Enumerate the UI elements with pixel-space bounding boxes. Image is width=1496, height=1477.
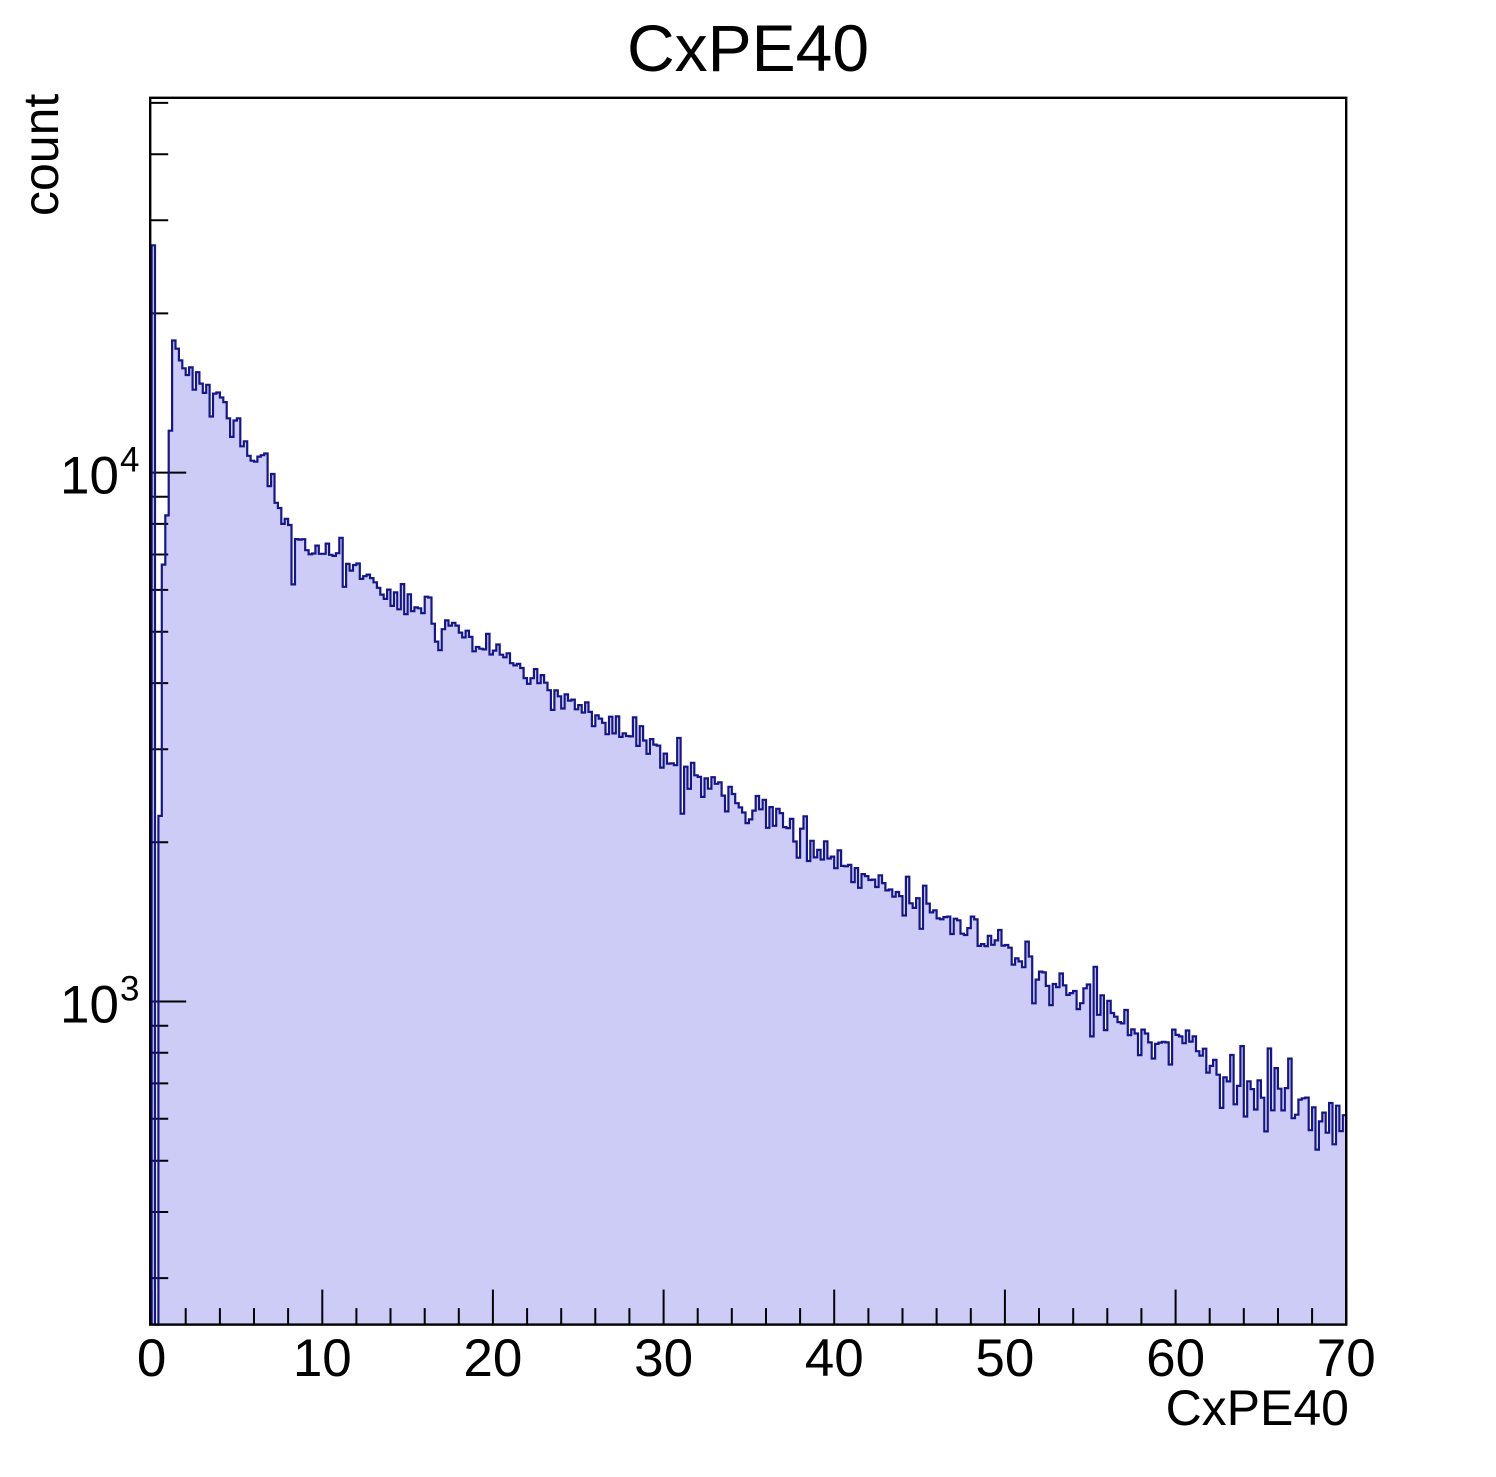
svg-text:count: count [13, 94, 69, 216]
svg-text:CxPE40: CxPE40 [1166, 1380, 1349, 1436]
svg-text:70: 70 [1317, 1329, 1376, 1388]
svg-text:50: 50 [975, 1329, 1034, 1388]
svg-text:4: 4 [120, 441, 139, 480]
svg-text:30: 30 [634, 1329, 693, 1388]
svg-text:10: 10 [60, 447, 119, 506]
svg-text:40: 40 [805, 1329, 864, 1388]
svg-text:CxPE40: CxPE40 [627, 11, 869, 85]
svg-text:0: 0 [137, 1329, 166, 1388]
svg-text:10: 10 [293, 1329, 352, 1388]
svg-text:20: 20 [463, 1329, 522, 1388]
svg-text:60: 60 [1146, 1329, 1205, 1388]
svg-text:10: 10 [60, 976, 119, 1035]
svg-text:3: 3 [120, 970, 139, 1009]
